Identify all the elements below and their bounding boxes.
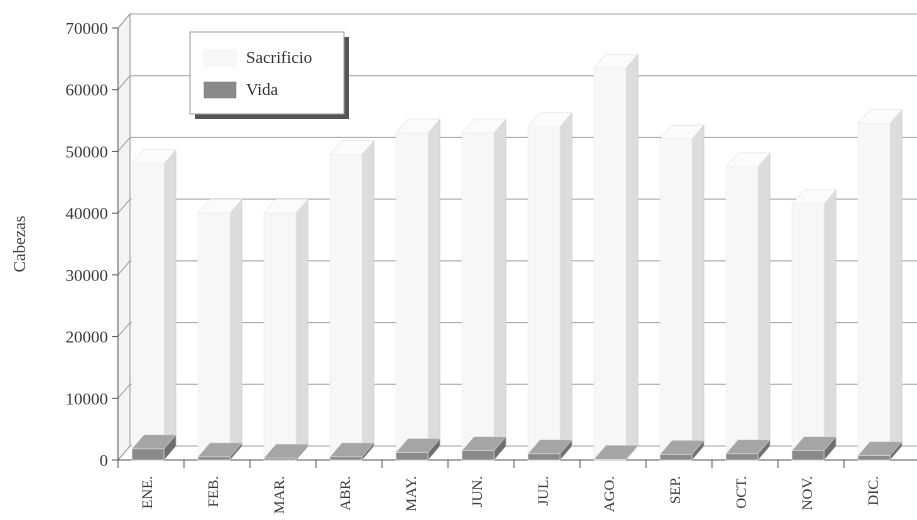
y-tick-label: 70000 [66, 19, 109, 38]
x-tick-label: NOV. [800, 476, 816, 510]
x-tick-label: SEP. [668, 476, 684, 504]
x-tick-label: MAY. [404, 476, 420, 511]
legend-swatch [204, 82, 236, 98]
bar-sacrificio [462, 119, 506, 460]
x-tick-label: ENE. [140, 476, 156, 509]
bar-sacrificio [660, 125, 704, 460]
y-tick-label: 10000 [66, 389, 109, 408]
y-tick-label: 30000 [66, 266, 109, 285]
x-tick-label: MAR. [272, 476, 288, 514]
bar-sacrificio [132, 150, 176, 460]
y-tick-label: 50000 [66, 142, 109, 161]
bar-sacrificio [396, 119, 440, 460]
x-tick-label: JUN. [470, 476, 486, 507]
x-tick-label: AGO. [602, 476, 618, 512]
legend-label: Vida [246, 80, 278, 99]
x-tick-label: ABR. [338, 476, 354, 511]
bar-sacrificio [528, 113, 572, 460]
bar-sacrificio [858, 110, 902, 460]
bar-sacrificio [198, 199, 242, 460]
y-axis-label: Cabezas [10, 216, 29, 273]
x-tick-label: OCT. [734, 476, 750, 509]
axis-labels: Cabezas [10, 216, 29, 273]
bar-sacrificio [726, 153, 770, 460]
side-wall [118, 14, 130, 460]
legend-box [190, 32, 344, 114]
y-tick-label: 20000 [66, 328, 109, 347]
bar-sacrificio [792, 190, 836, 460]
legend: Sacrificio Vida [190, 32, 349, 119]
y-tick-label: 60000 [66, 81, 109, 100]
y-tick-label: 0 [100, 451, 109, 470]
x-tick-label: FEB. [206, 476, 222, 507]
bar-sacrificio [330, 141, 374, 460]
x-tick-label: JUL. [536, 476, 552, 506]
bar-sacrificio [594, 54, 638, 460]
y-tick-label: 40000 [66, 204, 109, 223]
legend-label: Sacrificio [246, 48, 312, 67]
bar-sacrificio [264, 199, 308, 460]
x-tick-label: DIC. [866, 476, 882, 506]
legend-swatch [204, 50, 236, 66]
